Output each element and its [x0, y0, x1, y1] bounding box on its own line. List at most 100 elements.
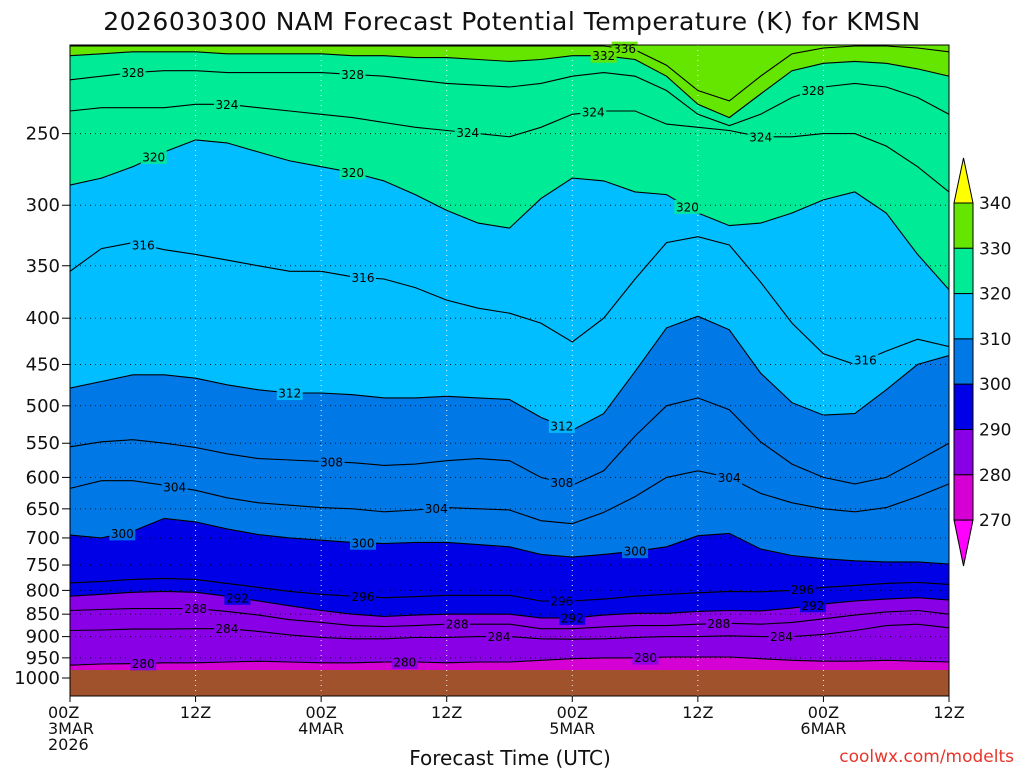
contour-label-bg — [559, 610, 586, 625]
contour-label-group: 320 — [140, 149, 167, 164]
contour-label-group: 292 — [799, 598, 826, 613]
x-tick-label: 12Z — [933, 703, 964, 722]
contour-label-group: 288 — [705, 616, 732, 631]
contour-label: 296 — [550, 595, 573, 609]
theta-band-308 — [70, 316, 949, 486]
y-tick-label: 400 — [26, 308, 60, 329]
x-tick-label: 12Z — [431, 703, 462, 722]
contour-label-bg — [391, 654, 418, 669]
contour-label: 300 — [624, 545, 647, 559]
contour-label-bg — [454, 125, 481, 140]
x-tick-label: 12Z — [180, 703, 211, 722]
contour-label: 328 — [341, 68, 364, 82]
contour-label-group: 316 — [852, 353, 879, 368]
contour-label-bg — [548, 594, 575, 609]
contour-label-bg — [486, 629, 513, 644]
colorbar-top-arrow — [953, 157, 974, 204]
contour-label: 292 — [802, 599, 825, 613]
colorbar-label: 290 — [979, 421, 1011, 441]
contour-label-group: 280 — [632, 650, 659, 665]
contour-label: 304 — [163, 480, 186, 494]
theta-band-280 — [70, 624, 949, 666]
contour-label: 284 — [216, 622, 239, 636]
contour-label-bg — [350, 270, 376, 285]
contour-label-bg — [548, 418, 575, 433]
colorbar-label: 300 — [979, 375, 1011, 395]
theta-band-292 — [70, 578, 949, 618]
theta-band-284 — [70, 608, 949, 640]
contour-label-group: 296 — [548, 594, 575, 609]
contour-label-group: 304 — [716, 470, 743, 485]
contour-label: 296 — [791, 583, 814, 597]
contour-label-group: 316 — [350, 270, 376, 285]
isentrope-lines — [70, 45, 949, 666]
x-tick-label: 6MAR — [800, 719, 846, 738]
theta-band-332 — [70, 46, 949, 118]
contour-label: 324 — [749, 130, 772, 144]
colorbar-segment — [953, 338, 974, 385]
contour-label-bg — [213, 97, 240, 112]
contour-label: 288 — [707, 617, 730, 631]
contour-label: 280 — [634, 651, 657, 665]
contour-label-bg — [768, 629, 795, 644]
y-tick-label: 700 — [26, 528, 60, 549]
isentrope-320 — [70, 139, 949, 291]
contour-label-group: 332 — [590, 48, 617, 63]
contour-label: 320 — [341, 166, 364, 180]
contour-label: 308 — [550, 476, 573, 490]
contour-label-group: 320 — [339, 165, 366, 180]
x-tick-label: 00Z — [305, 703, 336, 722]
isentrope-316 — [70, 236, 949, 365]
contour-label-bg — [276, 386, 303, 401]
y-axis: 2503003504004505005506006507007508008509… — [14, 124, 70, 689]
colorbar-label: 280 — [979, 466, 1011, 486]
contour-label: 316 — [132, 239, 155, 253]
contour-label: 328 — [802, 84, 825, 98]
contour-label: 320 — [142, 150, 165, 164]
contour-label-bg — [161, 479, 188, 494]
colorbar-bottom-arrow — [953, 519, 974, 567]
y-tick-label: 450 — [26, 354, 60, 375]
contour-label-bg — [339, 67, 366, 82]
contour-label-group: 284 — [213, 621, 240, 636]
x-tick-label: 5MAR — [549, 719, 595, 738]
x-tick-label: 00Z — [808, 703, 839, 722]
y-tick-label: 650 — [26, 499, 60, 520]
contour-label-group: 296 — [789, 582, 816, 597]
contour-label: 292 — [226, 591, 249, 605]
theta-band-328 — [70, 51, 949, 126]
contour-label-group: 300 — [109, 526, 136, 541]
y-tick-label: 950 — [26, 648, 60, 669]
contour-label-group: 328 — [339, 67, 366, 82]
x-tick-label: 12Z — [682, 703, 713, 722]
isentrope-308 — [70, 397, 949, 486]
x-tick-label: 00Z — [557, 703, 588, 722]
colorbar-label: 330 — [979, 239, 1011, 259]
colorbar-label: 340 — [979, 194, 1011, 214]
contour-label-bg — [789, 582, 816, 597]
y-tick-label: 250 — [26, 124, 60, 145]
y-tick-label: 1000 — [14, 668, 60, 689]
contour-label-group: 280 — [130, 656, 157, 671]
contour-label-bg — [339, 165, 366, 180]
contour-label: 328 — [121, 66, 144, 80]
contour-label-group: 300 — [622, 544, 649, 559]
contour-label-bg — [130, 656, 157, 671]
chart-title: 2026030300 NAM Forecast Potential Temper… — [103, 7, 921, 36]
contour-label-group: 320 — [674, 199, 701, 214]
y-tick-label: 850 — [26, 604, 60, 625]
x-axis-label: Forecast Time (UTC) — [409, 746, 611, 768]
contour-label-group: 284 — [486, 629, 513, 644]
colorbar-label: 310 — [979, 330, 1011, 350]
contour-label-bg — [119, 65, 146, 80]
contour-label-group: 296 — [350, 589, 376, 604]
x-tick-label: 2026 — [48, 735, 89, 754]
dotted-grid — [70, 45, 949, 696]
isentrope-328 — [70, 70, 949, 127]
colorbar-label: 320 — [979, 285, 1011, 305]
contour-label: 280 — [393, 655, 416, 669]
contour-label-group: 308 — [318, 454, 345, 469]
contour-label: 304 — [718, 471, 741, 485]
contour-label: 288 — [446, 618, 469, 632]
